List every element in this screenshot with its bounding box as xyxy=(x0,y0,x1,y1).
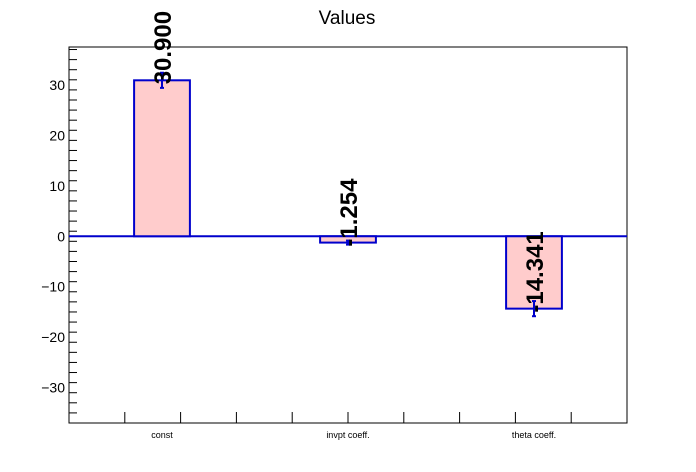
y-tick-label: 30 xyxy=(49,77,65,93)
y-tick-label: 0 xyxy=(57,228,65,244)
y-tick-label: 20 xyxy=(49,127,65,143)
value-label: 30.900 xyxy=(150,11,177,84)
x-tick-label: invpt coeff. xyxy=(326,430,369,440)
bar-0 xyxy=(133,79,191,238)
y-tick-label: −20 xyxy=(41,329,65,345)
chart-title: Values xyxy=(319,8,376,29)
y-tick-label: −10 xyxy=(41,279,65,295)
y-tick-label: 10 xyxy=(49,178,65,194)
x-tick-label: const xyxy=(151,430,173,440)
x-tick-label: theta coeff. xyxy=(512,430,556,440)
value-label: -14.341 xyxy=(522,231,549,312)
bar-2 xyxy=(505,235,563,310)
y-tick-label: −30 xyxy=(41,380,65,396)
value-label: -1.254 xyxy=(336,178,363,247)
